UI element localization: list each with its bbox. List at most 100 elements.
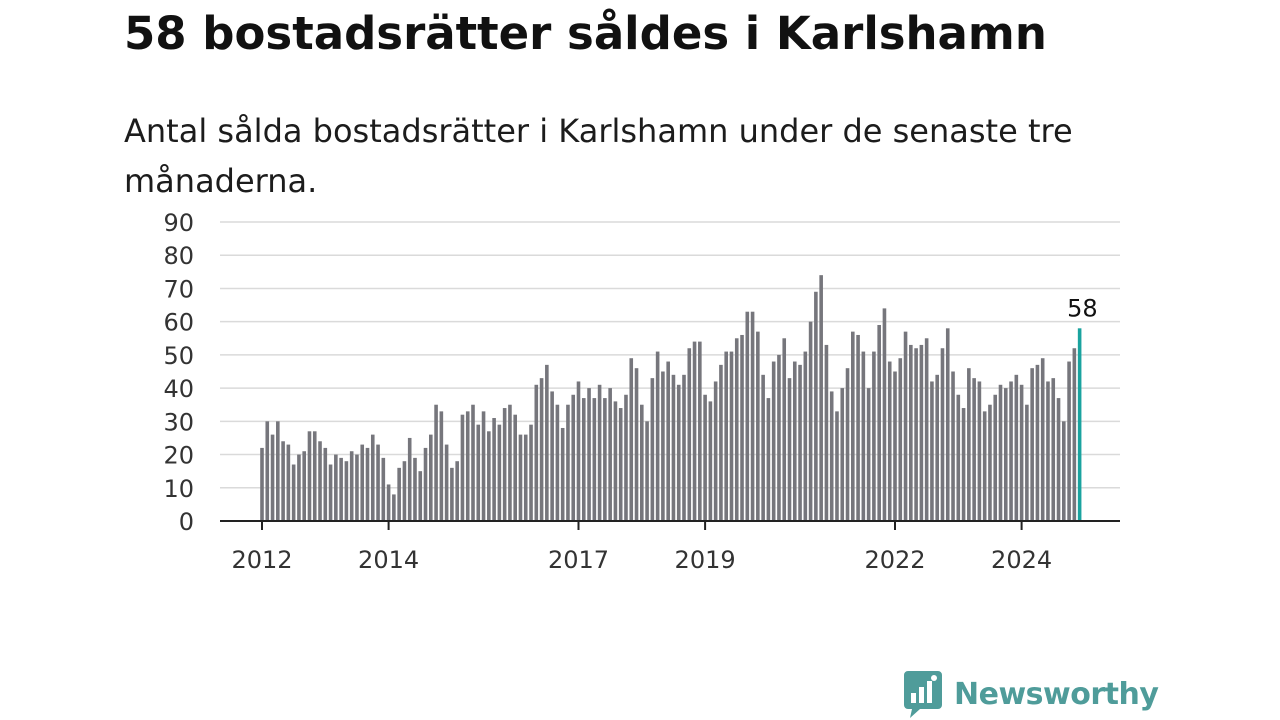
bar: [376, 444, 380, 521]
bar: [465, 411, 470, 521]
bar: [756, 331, 760, 521]
bar: [961, 408, 966, 521]
bar: [270, 434, 275, 521]
x-axis: 2012 2014 2017 2019 2022 2024: [220, 520, 1120, 574]
bar: [429, 434, 433, 521]
bar: [1062, 421, 1066, 521]
bar: [476, 424, 481, 521]
bar: [787, 378, 792, 521]
bar: [692, 341, 697, 521]
bar: [1030, 368, 1034, 521]
chart-title: 58 bostadsrätter såldes i Karlshamn: [124, 7, 1047, 60]
bar: [1040, 358, 1045, 521]
bar: [576, 381, 581, 521]
bar: [713, 381, 718, 521]
bar: [587, 388, 591, 521]
bar: [745, 311, 750, 521]
bar: [1019, 384, 1024, 521]
bar: [761, 374, 765, 521]
bar: [671, 374, 676, 521]
bar: [824, 344, 829, 521]
bar: [645, 421, 649, 521]
bar: [882, 308, 887, 521]
bar: [281, 441, 285, 521]
bar: [260, 447, 264, 521]
bar: [523, 434, 528, 521]
bar: [945, 328, 950, 521]
bar: [265, 421, 270, 521]
bar: [845, 368, 850, 521]
bar: [555, 404, 560, 521]
bar: [666, 361, 670, 521]
bar: [497, 424, 502, 521]
bar: [291, 464, 296, 521]
bar: [924, 338, 929, 521]
bar: [550, 391, 554, 521]
y-tick-label: 20: [163, 442, 194, 470]
y-tick-label: 60: [163, 309, 194, 337]
y-tick-label: 80: [163, 242, 194, 270]
bar: [349, 451, 354, 521]
bar: [866, 388, 871, 521]
bar: [829, 391, 834, 521]
bar: [392, 494, 396, 521]
bar: [539, 378, 544, 521]
bar: [935, 374, 939, 521]
chart-subtitle: Antal sålda bostadsrätter i Karlshamn un…: [124, 112, 1073, 200]
bar: [386, 484, 391, 521]
bar: [312, 431, 317, 521]
bar: [967, 368, 971, 521]
bar: [740, 334, 744, 521]
bar: [734, 338, 739, 521]
bar: [455, 461, 459, 521]
bar: [951, 371, 955, 521]
bar: [792, 361, 797, 521]
bar: [571, 394, 576, 521]
bar: [323, 447, 328, 521]
bar: [444, 444, 449, 521]
bar: [529, 424, 533, 521]
bar: [930, 381, 934, 521]
y-tick-label: 40: [163, 375, 194, 403]
bar: [407, 437, 412, 521]
bar: [460, 414, 465, 521]
bar: [803, 351, 808, 521]
bar: [851, 331, 855, 521]
bar: [634, 368, 639, 521]
brand-name: Newsworthy: [954, 676, 1159, 712]
bar: [318, 441, 322, 521]
y-tick-label: 50: [163, 342, 194, 370]
bar: [471, 404, 475, 521]
bar: [856, 334, 860, 521]
value-labels: 58: [1067, 294, 1098, 322]
bar: [687, 348, 692, 521]
bar: [819, 275, 823, 521]
bar: [1046, 381, 1050, 521]
y-tick-label: 90: [163, 209, 194, 237]
bar: [492, 418, 496, 521]
bar: [381, 457, 386, 521]
bar: [972, 378, 976, 521]
bar: [650, 378, 655, 521]
bar: [534, 384, 539, 521]
bar: [603, 398, 607, 521]
bar: [861, 351, 866, 521]
y-axis-ticks: 0 10 20 30 40 50 60 70 80 90: [163, 209, 194, 536]
bar: [1051, 378, 1056, 521]
bar: [1009, 381, 1013, 521]
bar: [360, 444, 365, 521]
bar: [560, 427, 565, 521]
bar: [1056, 398, 1061, 521]
bar: [487, 431, 491, 521]
bar: [1067, 361, 1071, 521]
bar: [418, 471, 423, 521]
bar: [365, 447, 370, 521]
bar: [370, 434, 375, 521]
x-tick-label: 2014: [358, 546, 419, 574]
bar: [698, 341, 702, 521]
bar: [724, 351, 728, 521]
bar: [708, 401, 713, 521]
bar: [328, 464, 333, 521]
bar: [592, 398, 597, 521]
bar: [1003, 388, 1008, 521]
